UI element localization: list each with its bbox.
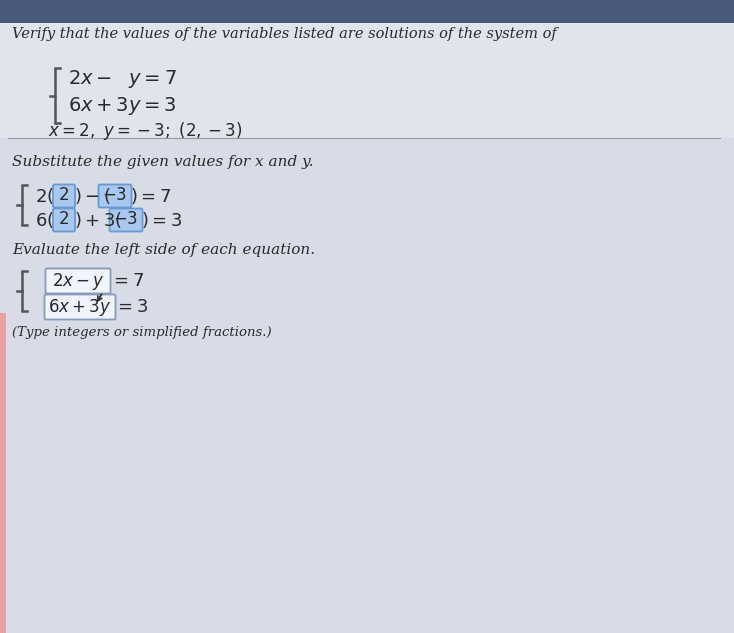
Text: $2x-\ \ y=7$: $2x-\ \ y=7$ [68,68,177,90]
Text: $)-($: $)-($ [74,186,111,206]
FancyBboxPatch shape [0,0,734,23]
Text: Evaluate the left side of each equation.: Evaluate the left side of each equation. [12,243,315,257]
Text: Verify that the values of the variables listed are solutions of the system of: Verify that the values of the variables … [12,27,557,41]
FancyBboxPatch shape [53,208,75,232]
Text: $2($: $2($ [35,186,54,206]
Text: $)+3($: $)+3($ [74,210,122,230]
Text: $x=2,\ y=-3;\ (2,-3)$: $x=2,\ y=-3;\ (2,-3)$ [48,120,242,142]
FancyBboxPatch shape [109,208,142,232]
Text: $6x+3y=3$: $6x+3y=3$ [68,95,177,117]
FancyBboxPatch shape [46,268,111,294]
Text: $-3$: $-3$ [103,187,128,204]
Text: Substitute the given values for x and y.: Substitute the given values for x and y. [12,155,313,169]
FancyBboxPatch shape [0,0,734,353]
Text: (Type integers or simplified fractions.): (Type integers or simplified fractions.) [12,326,272,339]
Text: $)=3$: $)=3$ [141,210,182,230]
FancyBboxPatch shape [53,184,75,208]
Text: $=7$: $=7$ [110,272,144,290]
FancyBboxPatch shape [0,138,734,633]
FancyBboxPatch shape [45,294,115,320]
Text: $2$: $2$ [59,211,70,229]
Text: $-3$: $-3$ [114,211,139,229]
FancyBboxPatch shape [98,184,131,208]
Text: $2x-y$: $2x-y$ [51,270,104,292]
FancyBboxPatch shape [0,313,6,633]
Text: $6($: $6($ [35,210,54,230]
Text: $2$: $2$ [59,187,70,204]
Text: $=3$: $=3$ [114,298,148,316]
Text: $6x+3y$: $6x+3y$ [48,296,112,318]
Text: $)=7$: $)=7$ [130,186,171,206]
